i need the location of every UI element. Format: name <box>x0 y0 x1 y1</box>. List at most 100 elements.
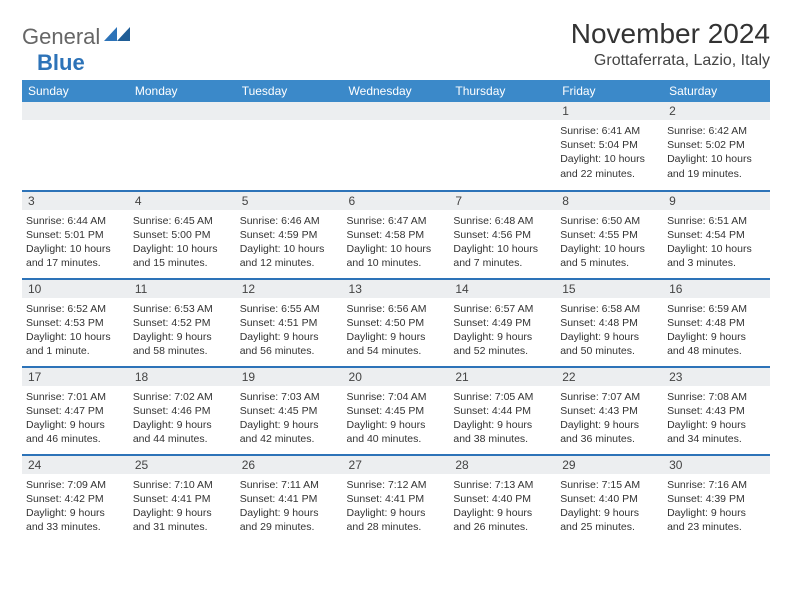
day-sunrise: Sunrise: 6:51 AM <box>667 214 766 228</box>
day-sunset: Sunset: 4:43 PM <box>667 404 766 418</box>
day-header: Wednesday <box>343 80 450 102</box>
day-cell: 18Sunrise: 7:02 AMSunset: 4:46 PMDayligh… <box>129 366 236 454</box>
day-sunset: Sunset: 4:40 PM <box>453 492 552 506</box>
day-info: Sunrise: 7:12 AMSunset: 4:41 PMDaylight:… <box>347 476 446 535</box>
day-info: Sunrise: 6:57 AMSunset: 4:49 PMDaylight:… <box>453 300 552 359</box>
header: General November 2024 Grottaferrata, Laz… <box>22 18 770 70</box>
day-sunset: Sunset: 4:45 PM <box>240 404 339 418</box>
day-info: Sunrise: 6:53 AMSunset: 4:52 PMDaylight:… <box>133 300 232 359</box>
day-info: Sunrise: 6:55 AMSunset: 4:51 PMDaylight:… <box>240 300 339 359</box>
day-info: Sunrise: 7:16 AMSunset: 4:39 PMDaylight:… <box>667 476 766 535</box>
day-sunset: Sunset: 4:40 PM <box>560 492 659 506</box>
day-number: 14 <box>449 279 556 298</box>
day-number: 8 <box>556 191 663 210</box>
week-row: 24Sunrise: 7:09 AMSunset: 4:42 PMDayligh… <box>22 454 770 542</box>
day-sunrise: Sunrise: 6:56 AM <box>347 302 446 316</box>
day-daylight: Daylight: 9 hours and 56 minutes. <box>240 330 339 358</box>
day-sunrise: Sunrise: 7:16 AM <box>667 478 766 492</box>
day-sunset: Sunset: 4:48 PM <box>667 316 766 330</box>
day-number: 7 <box>449 191 556 210</box>
day-daylight: Daylight: 9 hours and 46 minutes. <box>26 418 125 446</box>
day-daylight: Daylight: 9 hours and 34 minutes. <box>667 418 766 446</box>
day-sunset: Sunset: 5:04 PM <box>560 138 659 152</box>
day-daylight: Daylight: 9 hours and 42 minutes. <box>240 418 339 446</box>
day-sunrise: Sunrise: 7:05 AM <box>453 390 552 404</box>
day-sunset: Sunset: 4:59 PM <box>240 228 339 242</box>
day-cell: 25Sunrise: 7:10 AMSunset: 4:41 PMDayligh… <box>129 454 236 542</box>
day-cell: 21 Sunrise: 7:05 AMSunset: 4:44 PMDayligh… <box>449 366 556 454</box>
day-daylight: Daylight: 9 hours and 38 minutes. <box>453 418 552 446</box>
day-number: 21 <box>449 367 556 386</box>
day-number: 10 <box>22 279 129 298</box>
day-sunset: Sunset: 4:48 PM <box>560 316 659 330</box>
day-sunset: Sunset: 4:42 PM <box>26 492 125 506</box>
day-cell: 23Sunrise: 7:08 AMSunset: 4:43 PMDayligh… <box>663 366 770 454</box>
day-number: 16 <box>663 279 770 298</box>
day-cell <box>236 102 343 190</box>
day-daylight: Daylight: 10 hours and 19 minutes. <box>667 152 766 180</box>
day-daylight: Daylight: 10 hours and 17 minutes. <box>26 242 125 270</box>
calendar-table: Sunday Monday Tuesday Wednesday Thursday… <box>22 80 770 542</box>
logo-text-blue: Blue <box>37 50 85 76</box>
day-info: Sunrise: 7:11 AMSunset: 4:41 PMDaylight:… <box>240 476 339 535</box>
day-number: 27 <box>343 455 450 474</box>
day-number: 26 <box>236 455 343 474</box>
day-number: 12 <box>236 279 343 298</box>
day-cell: 26 Sunrise: 7:11 AMSunset: 4:41 PMDayligh… <box>236 454 343 542</box>
day-sunset: Sunset: 4:41 PM <box>240 492 339 506</box>
logo: General <box>22 18 130 50</box>
day-sunset: Sunset: 4:52 PM <box>133 316 232 330</box>
day-sunset: Sunset: 4:56 PM <box>453 228 552 242</box>
day-info: Sunrise: 6:44 AMSunset: 5:01 PMDaylight:… <box>26 212 125 271</box>
day-sunrise: Sunrise: 6:53 AM <box>133 302 232 316</box>
day-info: Sunrise: 7:15 AMSunset: 4:40 PMDaylight:… <box>560 476 659 535</box>
day-daylight: Daylight: 9 hours and 29 minutes. <box>240 506 339 534</box>
week-row: 17Sunrise: 7:01 AMSunset: 4:47 PMDayligh… <box>22 366 770 454</box>
day-cell: 29Sunrise: 7:15 AMSunset: 4:40 PMDayligh… <box>556 454 663 542</box>
day-daylight: Daylight: 9 hours and 52 minutes. <box>453 330 552 358</box>
day-daylight: Daylight: 9 hours and 48 minutes. <box>667 330 766 358</box>
day-cell: 30Sunrise: 7:16 AMSunset: 4:39 PMDayligh… <box>663 454 770 542</box>
day-number: 17 <box>22 367 129 386</box>
day-header: Thursday <box>449 80 556 102</box>
day-cell: 5Sunrise: 6:46 AMSunset: 4:59 PMDaylight… <box>236 190 343 278</box>
day-header: Tuesday <box>236 80 343 102</box>
day-sunset: Sunset: 4:58 PM <box>347 228 446 242</box>
day-daylight: Daylight: 9 hours and 36 minutes. <box>560 418 659 446</box>
logo-mark-icon <box>104 25 130 41</box>
day-cell: 27 Sunrise: 7:12 AMSunset: 4:41 PMDayligh… <box>343 454 450 542</box>
day-cell: 19Sunrise: 7:03 AMSunset: 4:45 PMDayligh… <box>236 366 343 454</box>
day-daylight: Daylight: 10 hours and 10 minutes. <box>347 242 446 270</box>
day-sunrise: Sunrise: 6:59 AM <box>667 302 766 316</box>
day-sunset: Sunset: 5:02 PM <box>667 138 766 152</box>
day-sunrise: Sunrise: 6:57 AM <box>453 302 552 316</box>
day-number-empty <box>22 102 129 120</box>
day-info: Sunrise: 6:50 AMSunset: 4:55 PMDaylight:… <box>560 212 659 271</box>
day-cell: 4Sunrise: 6:45 AMSunset: 5:00 PMDaylight… <box>129 190 236 278</box>
day-sunrise: Sunrise: 7:04 AM <box>347 390 446 404</box>
day-sunrise: Sunrise: 7:13 AM <box>453 478 552 492</box>
day-cell: 2Sunrise: 6:42 AMSunset: 5:02 PMDaylight… <box>663 102 770 190</box>
day-info: Sunrise: 6:47 AMSunset: 4:58 PMDaylight:… <box>347 212 446 271</box>
day-info: Sunrise: 6:48 AMSunset: 4:56 PMDaylight:… <box>453 212 552 271</box>
day-daylight: Daylight: 10 hours and 7 minutes. <box>453 242 552 270</box>
day-number-empty <box>449 102 556 120</box>
day-sunrise: Sunrise: 7:08 AM <box>667 390 766 404</box>
day-sunset: Sunset: 4:54 PM <box>667 228 766 242</box>
day-info: Sunrise: 7:09 AMSunset: 4:42 PMDaylight:… <box>26 476 125 535</box>
day-sunrise: Sunrise: 7:15 AM <box>560 478 659 492</box>
day-cell: 10Sunrise: 6:52 AMSunset: 4:53 PMDayligh… <box>22 278 129 366</box>
day-sunrise: Sunrise: 6:58 AM <box>560 302 659 316</box>
day-info: Sunrise: 7:05 AMSunset: 4:44 PMDaylight:… <box>453 388 552 447</box>
day-number: 18 <box>129 367 236 386</box>
day-sunset: Sunset: 4:49 PM <box>453 316 552 330</box>
day-daylight: Daylight: 9 hours and 40 minutes. <box>347 418 446 446</box>
day-sunset: Sunset: 4:44 PM <box>453 404 552 418</box>
day-cell: 3Sunrise: 6:44 AMSunset: 5:01 PMDaylight… <box>22 190 129 278</box>
day-number-empty <box>236 102 343 120</box>
day-info: Sunrise: 6:42 AMSunset: 5:02 PMDaylight:… <box>667 122 766 181</box>
day-sunset: Sunset: 4:41 PM <box>347 492 446 506</box>
day-daylight: Daylight: 9 hours and 25 minutes. <box>560 506 659 534</box>
day-daylight: Daylight: 10 hours and 12 minutes. <box>240 242 339 270</box>
day-number: 1 <box>556 102 663 120</box>
